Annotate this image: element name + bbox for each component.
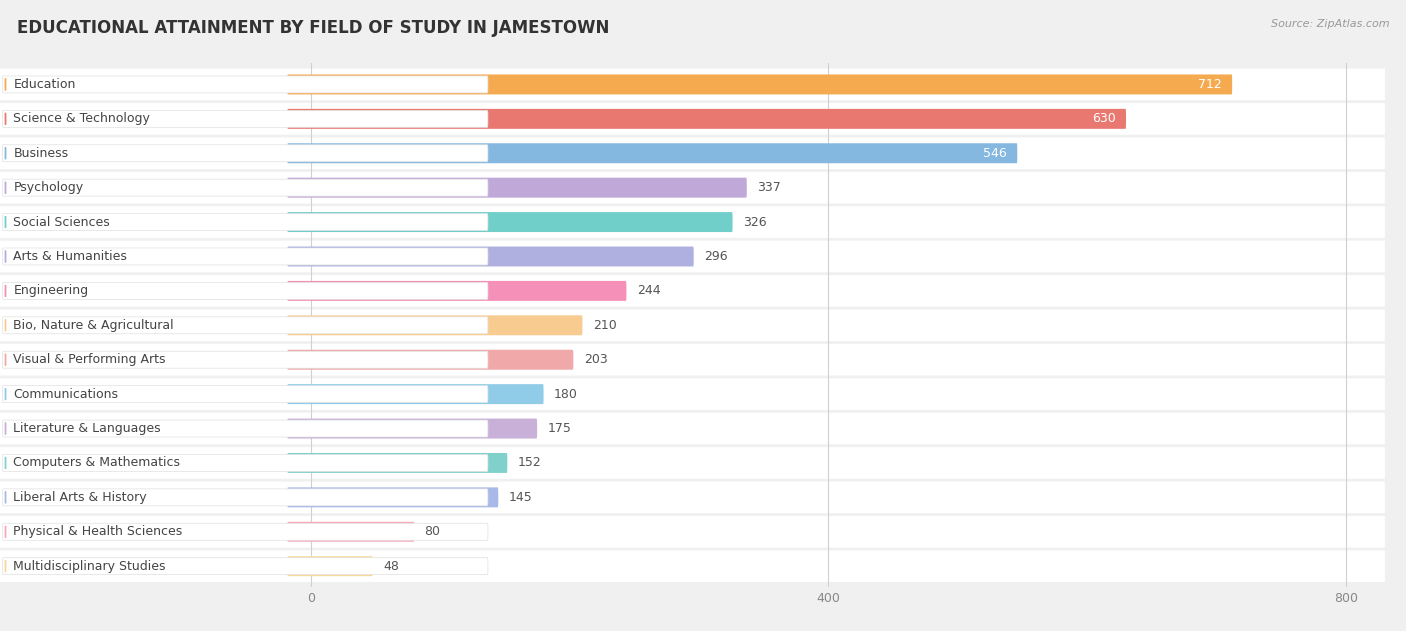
Text: 80: 80 (425, 525, 440, 538)
FancyBboxPatch shape (0, 309, 1385, 341)
FancyBboxPatch shape (3, 386, 488, 403)
FancyBboxPatch shape (287, 487, 498, 507)
Text: 244: 244 (637, 285, 661, 297)
Text: 546: 546 (983, 147, 1007, 160)
Text: Engineering: Engineering (14, 285, 89, 297)
FancyBboxPatch shape (3, 283, 488, 299)
FancyBboxPatch shape (3, 489, 488, 506)
FancyBboxPatch shape (3, 144, 488, 162)
Text: 152: 152 (517, 456, 541, 469)
Text: 630: 630 (1092, 112, 1116, 126)
FancyBboxPatch shape (287, 418, 537, 439)
FancyBboxPatch shape (3, 420, 488, 437)
Text: Multidisciplinary Studies: Multidisciplinary Studies (14, 560, 166, 573)
Text: Social Sciences: Social Sciences (14, 216, 110, 228)
Text: Education: Education (14, 78, 76, 91)
Text: 180: 180 (554, 387, 578, 401)
FancyBboxPatch shape (0, 550, 1385, 582)
FancyBboxPatch shape (0, 138, 1385, 169)
FancyBboxPatch shape (287, 212, 733, 232)
FancyBboxPatch shape (287, 384, 544, 404)
Text: Liberal Arts & History: Liberal Arts & History (14, 491, 148, 504)
FancyBboxPatch shape (287, 316, 582, 335)
FancyBboxPatch shape (287, 143, 1018, 163)
Text: 175: 175 (547, 422, 571, 435)
FancyBboxPatch shape (0, 447, 1385, 479)
FancyBboxPatch shape (3, 523, 488, 540)
FancyBboxPatch shape (3, 317, 488, 334)
FancyBboxPatch shape (3, 179, 488, 196)
Text: Literature & Languages: Literature & Languages (14, 422, 162, 435)
FancyBboxPatch shape (287, 247, 693, 266)
Text: 326: 326 (742, 216, 766, 228)
FancyBboxPatch shape (0, 379, 1385, 410)
FancyBboxPatch shape (287, 453, 508, 473)
FancyBboxPatch shape (3, 110, 488, 127)
Text: 48: 48 (382, 560, 399, 573)
FancyBboxPatch shape (3, 558, 488, 575)
FancyBboxPatch shape (287, 109, 1126, 129)
FancyBboxPatch shape (3, 76, 488, 93)
FancyBboxPatch shape (287, 350, 574, 370)
FancyBboxPatch shape (0, 240, 1385, 273)
Text: Bio, Nature & Agricultural: Bio, Nature & Agricultural (14, 319, 174, 332)
Text: Computers & Mathematics: Computers & Mathematics (14, 456, 180, 469)
FancyBboxPatch shape (0, 172, 1385, 203)
Text: 296: 296 (704, 250, 728, 263)
Text: Business: Business (14, 147, 69, 160)
FancyBboxPatch shape (3, 248, 488, 265)
Text: 203: 203 (583, 353, 607, 366)
FancyBboxPatch shape (287, 178, 747, 198)
FancyBboxPatch shape (0, 275, 1385, 307)
FancyBboxPatch shape (3, 351, 488, 369)
Text: Communications: Communications (14, 387, 118, 401)
FancyBboxPatch shape (0, 344, 1385, 375)
FancyBboxPatch shape (287, 281, 627, 301)
Text: 145: 145 (509, 491, 533, 504)
FancyBboxPatch shape (0, 206, 1385, 238)
Text: Visual & Performing Arts: Visual & Performing Arts (14, 353, 166, 366)
FancyBboxPatch shape (287, 74, 1232, 95)
FancyBboxPatch shape (3, 214, 488, 230)
Text: 337: 337 (758, 181, 780, 194)
FancyBboxPatch shape (3, 454, 488, 471)
FancyBboxPatch shape (287, 522, 415, 542)
FancyBboxPatch shape (0, 413, 1385, 444)
FancyBboxPatch shape (0, 103, 1385, 134)
FancyBboxPatch shape (0, 516, 1385, 548)
Text: Psychology: Psychology (14, 181, 83, 194)
Text: Physical & Health Sciences: Physical & Health Sciences (14, 525, 183, 538)
Text: Source: ZipAtlas.com: Source: ZipAtlas.com (1271, 19, 1389, 29)
FancyBboxPatch shape (0, 69, 1385, 100)
Text: 210: 210 (593, 319, 617, 332)
Text: Arts & Humanities: Arts & Humanities (14, 250, 128, 263)
Text: Science & Technology: Science & Technology (14, 112, 150, 126)
FancyBboxPatch shape (0, 481, 1385, 513)
Text: EDUCATIONAL ATTAINMENT BY FIELD OF STUDY IN JAMESTOWN: EDUCATIONAL ATTAINMENT BY FIELD OF STUDY… (17, 19, 609, 37)
FancyBboxPatch shape (287, 556, 373, 576)
Text: 712: 712 (1198, 78, 1222, 91)
